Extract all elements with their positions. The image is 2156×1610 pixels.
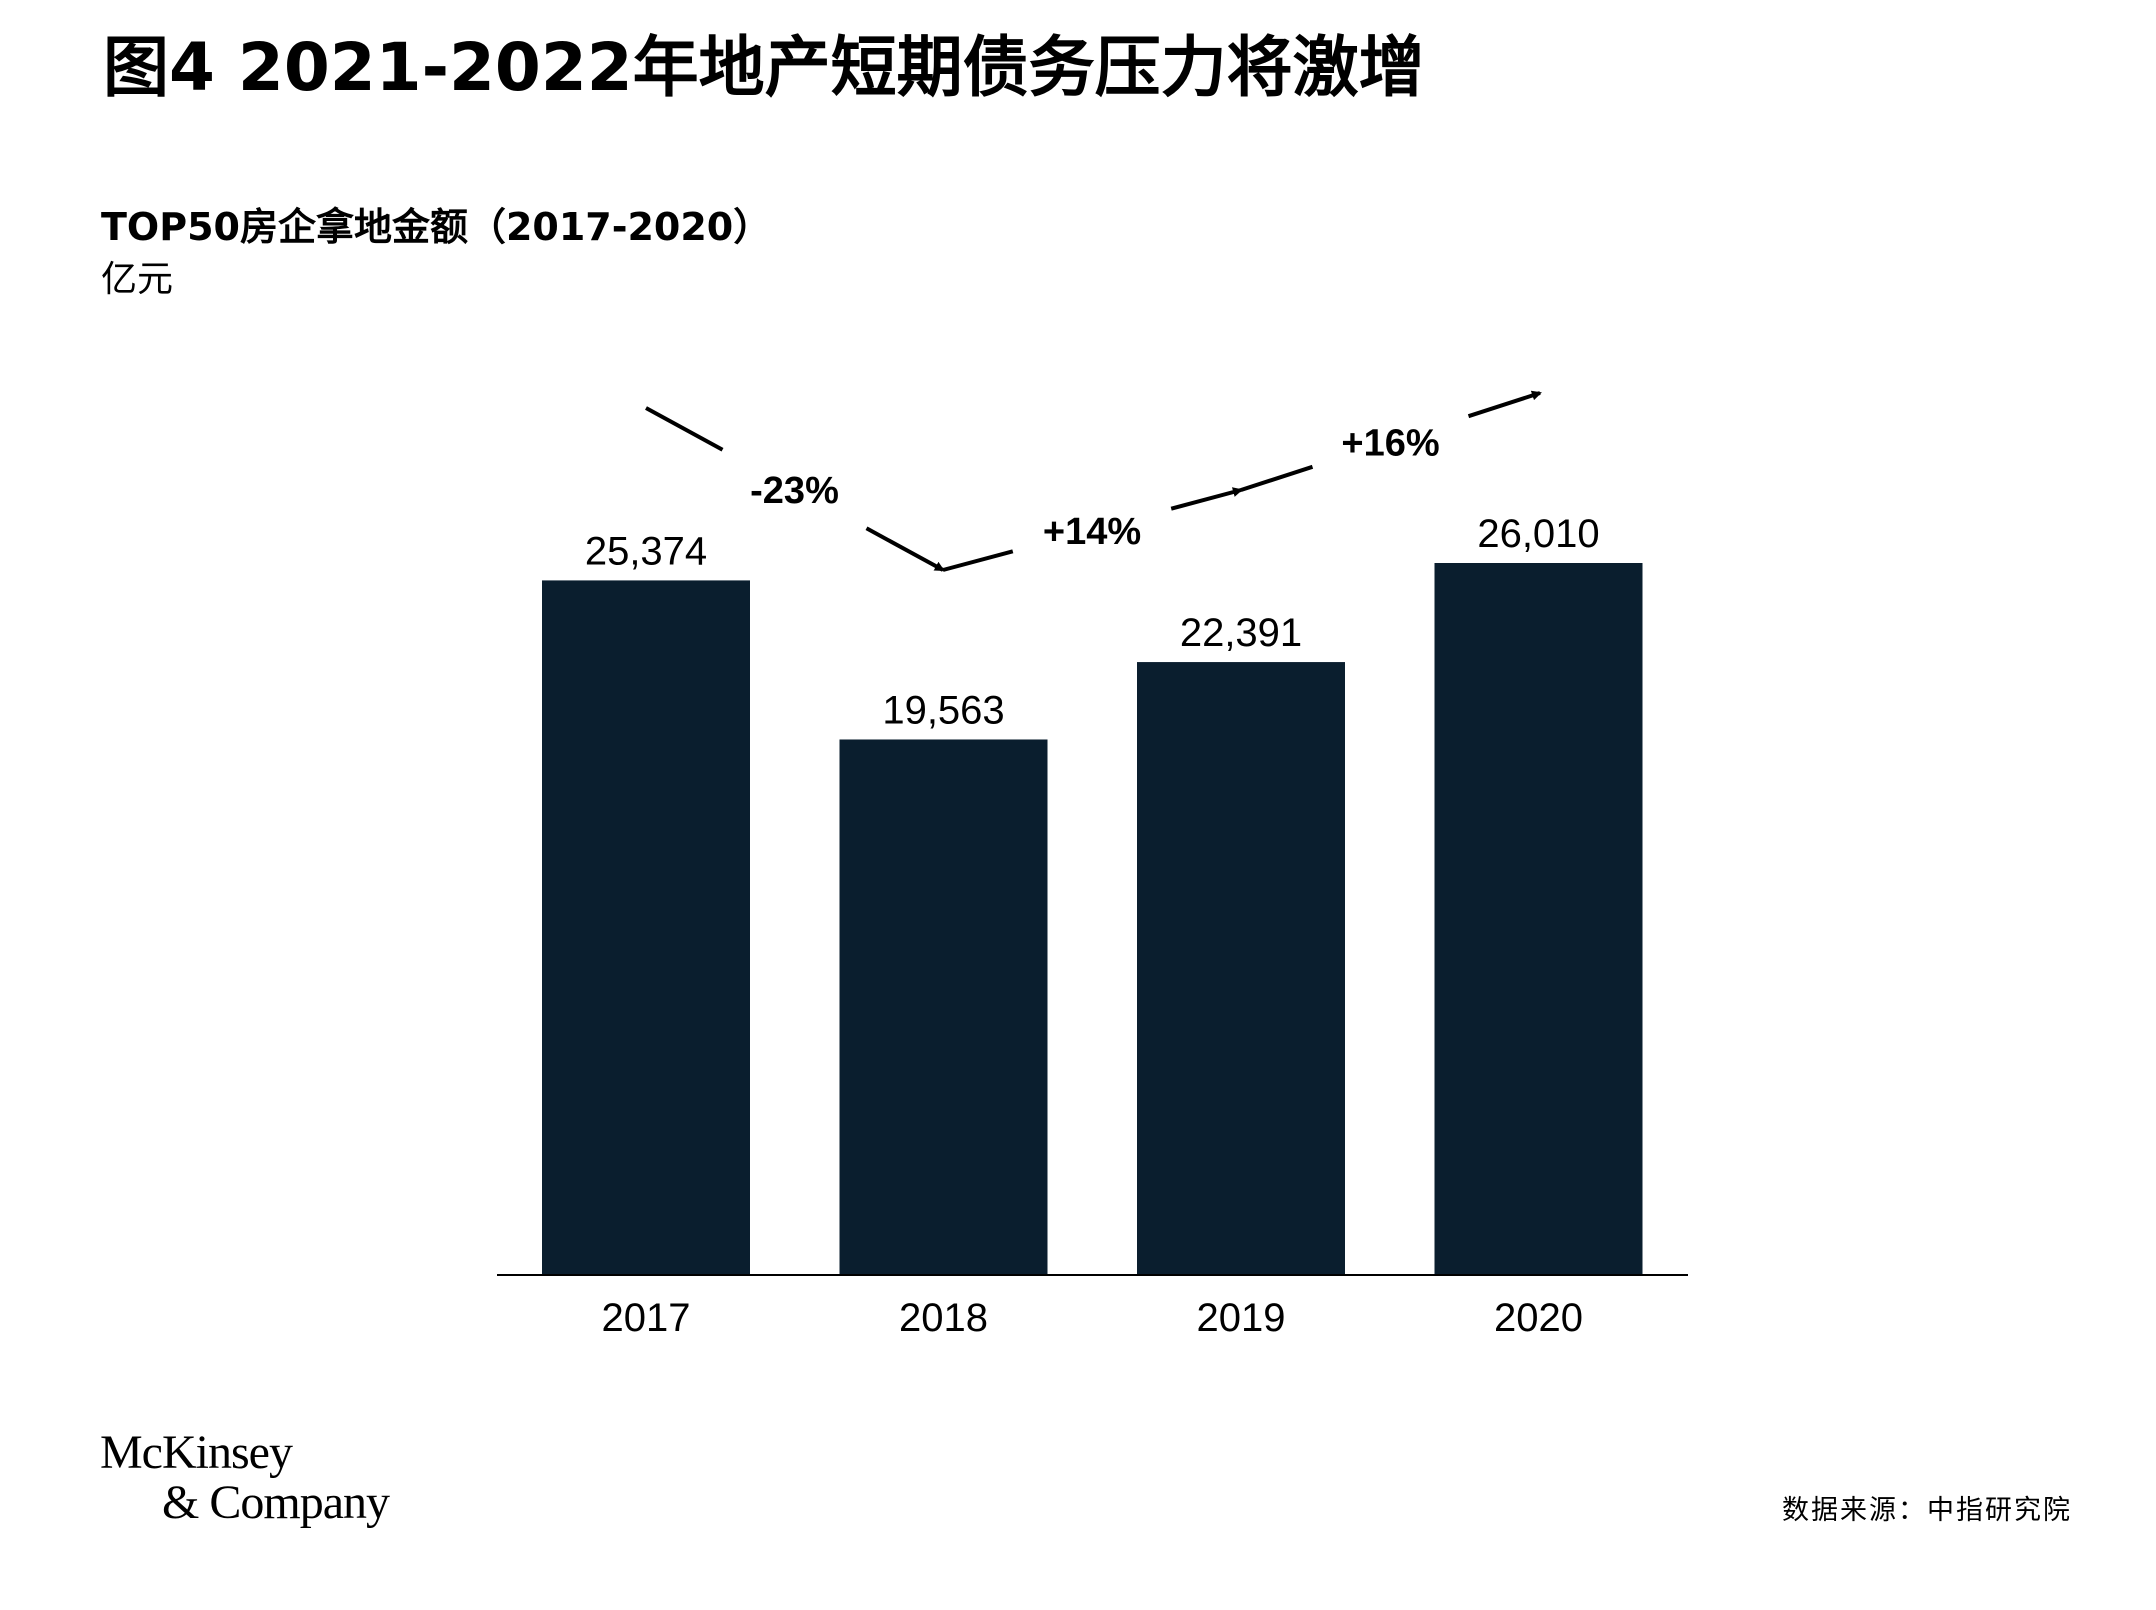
change-percent-label: +16% [1341, 423, 1439, 465]
bar-value-label: 25,374 [585, 529, 707, 573]
bar-2020 [1434, 563, 1643, 1275]
bar-value-label: 19,563 [882, 688, 1004, 732]
x-tick-label: 2019 [1197, 1296, 1286, 1340]
x-tick-label: 2020 [1494, 1296, 1583, 1340]
x-tick-label: 2018 [899, 1296, 988, 1340]
change-arrow-segment [1240, 464, 1314, 492]
change-percent-label: +14% [1043, 511, 1141, 553]
bar-value-label: 22,391 [1180, 611, 1302, 655]
change-percent-label: -23% [750, 470, 839, 512]
bar-value-label: 26,010 [1477, 512, 1599, 556]
mckinsey-logo: McKinsey & Company [100, 1426, 390, 1530]
bar-2017 [542, 580, 750, 1275]
change-arrow-head-segment [1467, 390, 1542, 419]
x-tick-label: 2017 [602, 1296, 691, 1340]
change-arrow-head-segment [1170, 487, 1243, 511]
bar-2018 [839, 739, 1048, 1275]
logo-text-line1: McKinsey [100, 1426, 293, 1479]
source-note: 数据来源：中指研究院 [1782, 1495, 2072, 1526]
page-title: 图4 2021-2022年地产短期债务压力将激增 [103, 29, 1425, 106]
chart-title: TOP50房企拿地金额（2017-2020） [101, 205, 772, 249]
logo-text-line2: & Company [162, 1476, 390, 1530]
change-arrow-segment [645, 406, 724, 452]
change-arrow-segment [942, 549, 1014, 572]
bar-2019 [1137, 662, 1345, 1275]
chart-unit-label: 亿元 [101, 259, 174, 300]
change-arrow-head-segment [865, 526, 945, 572]
